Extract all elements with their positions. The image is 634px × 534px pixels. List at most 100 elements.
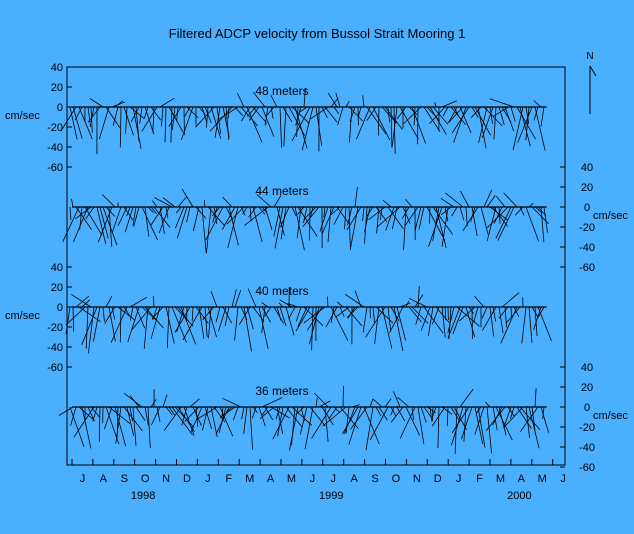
velocity-stick	[261, 397, 283, 408]
velocity-stick	[349, 106, 356, 123]
velocity-stick	[177, 196, 188, 208]
velocity-stick	[291, 106, 310, 124]
velocity-stick	[212, 206, 218, 223]
velocity-stick	[204, 106, 212, 124]
velocity-stick	[417, 286, 420, 308]
velocity-stick	[119, 306, 122, 343]
velocity-stick	[393, 306, 404, 352]
velocity-stick	[309, 206, 314, 219]
velocity-stick	[493, 106, 497, 140]
velocity-stick	[211, 206, 221, 217]
velocity-stick	[321, 406, 334, 426]
velocity-stick	[498, 106, 505, 126]
velocity-stick	[279, 306, 287, 327]
velocity-stick	[321, 206, 335, 235]
velocity-stick	[315, 397, 318, 408]
velocity-stick	[448, 106, 458, 123]
velocity-stick	[492, 406, 498, 431]
panel-44-meters: 44 meters 40 20 0 -20 -40 -60 cm/sec	[62, 162, 628, 274]
velocity-stick	[198, 306, 205, 339]
velocity-stick	[98, 406, 101, 442]
velocity-stick	[444, 206, 449, 222]
velocity-stick	[330, 206, 341, 216]
velocity-stick	[231, 289, 237, 308]
velocity-stick	[297, 206, 318, 237]
velocity-stick	[75, 206, 92, 230]
velocity-stick	[495, 406, 513, 441]
velocity-stick	[165, 306, 175, 344]
velocity-stick	[228, 206, 239, 246]
velocity-stick	[141, 106, 158, 132]
velocity-stick	[219, 406, 236, 418]
y-tick-label: 0	[584, 402, 590, 414]
velocity-stick	[168, 406, 176, 416]
velocity-stick	[151, 406, 161, 426]
velocity-stick	[141, 206, 158, 241]
velocity-stick	[221, 206, 236, 230]
velocity-stick	[528, 202, 534, 208]
velocity-stick	[181, 188, 194, 208]
velocity-stick	[154, 197, 173, 208]
velocity-stick	[456, 306, 480, 327]
velocity-stick	[405, 198, 413, 208]
velocity-stick	[71, 294, 92, 308]
velocity-stick	[111, 306, 116, 320]
velocity-stick	[276, 406, 284, 435]
velocity-stick	[242, 206, 248, 215]
velocity-stick	[159, 206, 165, 234]
velocity-stick	[161, 106, 164, 127]
velocity-stick	[240, 206, 246, 216]
velocity-stick	[396, 406, 406, 422]
velocity-stick	[451, 106, 470, 134]
velocity-stick	[246, 106, 263, 143]
velocity-stick	[330, 97, 339, 108]
velocity-stick	[423, 406, 432, 418]
velocity-stick	[272, 406, 290, 440]
velocity-stick	[303, 206, 317, 220]
velocity-stick	[333, 206, 344, 225]
velocity-stick	[165, 406, 173, 416]
velocity-stick	[71, 198, 74, 208]
month-label: D	[434, 473, 442, 485]
velocity-stick	[75, 206, 92, 220]
y-tick-label: 0	[57, 302, 63, 314]
velocity-stick	[288, 306, 296, 320]
velocity-stick	[208, 306, 212, 339]
year-label: 1998	[131, 490, 155, 502]
y-tick-label: 0	[584, 202, 590, 214]
month-label: S	[121, 473, 128, 485]
month-label: M	[538, 473, 547, 485]
velocity-stick	[180, 106, 194, 141]
velocity-stick	[283, 106, 287, 147]
velocity-stick	[311, 406, 332, 439]
velocity-stick	[378, 106, 380, 136]
velocity-stick	[303, 87, 306, 108]
panel-48-meters: 48 meters 40 20 0 -20 -40 -60 cm/sec	[5, 62, 547, 174]
velocity-stick	[176, 206, 188, 239]
velocity-stick	[135, 406, 146, 421]
velocity-stick	[471, 206, 478, 237]
velocity-stick	[366, 106, 377, 121]
velocity-stick	[73, 206, 89, 242]
velocity-stick	[291, 406, 313, 426]
velocity-stick	[540, 206, 545, 243]
velocity-stick	[175, 206, 185, 229]
velocity-stick	[444, 306, 447, 321]
velocity-stick	[93, 306, 101, 342]
velocity-stick	[123, 206, 134, 221]
velocity-stick	[393, 391, 401, 408]
month-label: A	[518, 473, 526, 485]
velocity-stick	[295, 406, 305, 416]
velocity-stick	[333, 406, 341, 414]
y-axis-units: cm/sec	[593, 210, 628, 222]
velocity-stick	[143, 306, 149, 349]
velocity-stick	[441, 100, 457, 108]
velocity-stick	[429, 106, 447, 135]
velocity-stick	[186, 206, 191, 223]
velocity-stick	[102, 194, 116, 208]
velocity-stick	[99, 206, 109, 239]
velocity-stick	[164, 106, 167, 143]
velocity-stick	[521, 306, 527, 344]
velocity-stick	[363, 406, 380, 445]
velocity-stick	[376, 206, 380, 234]
